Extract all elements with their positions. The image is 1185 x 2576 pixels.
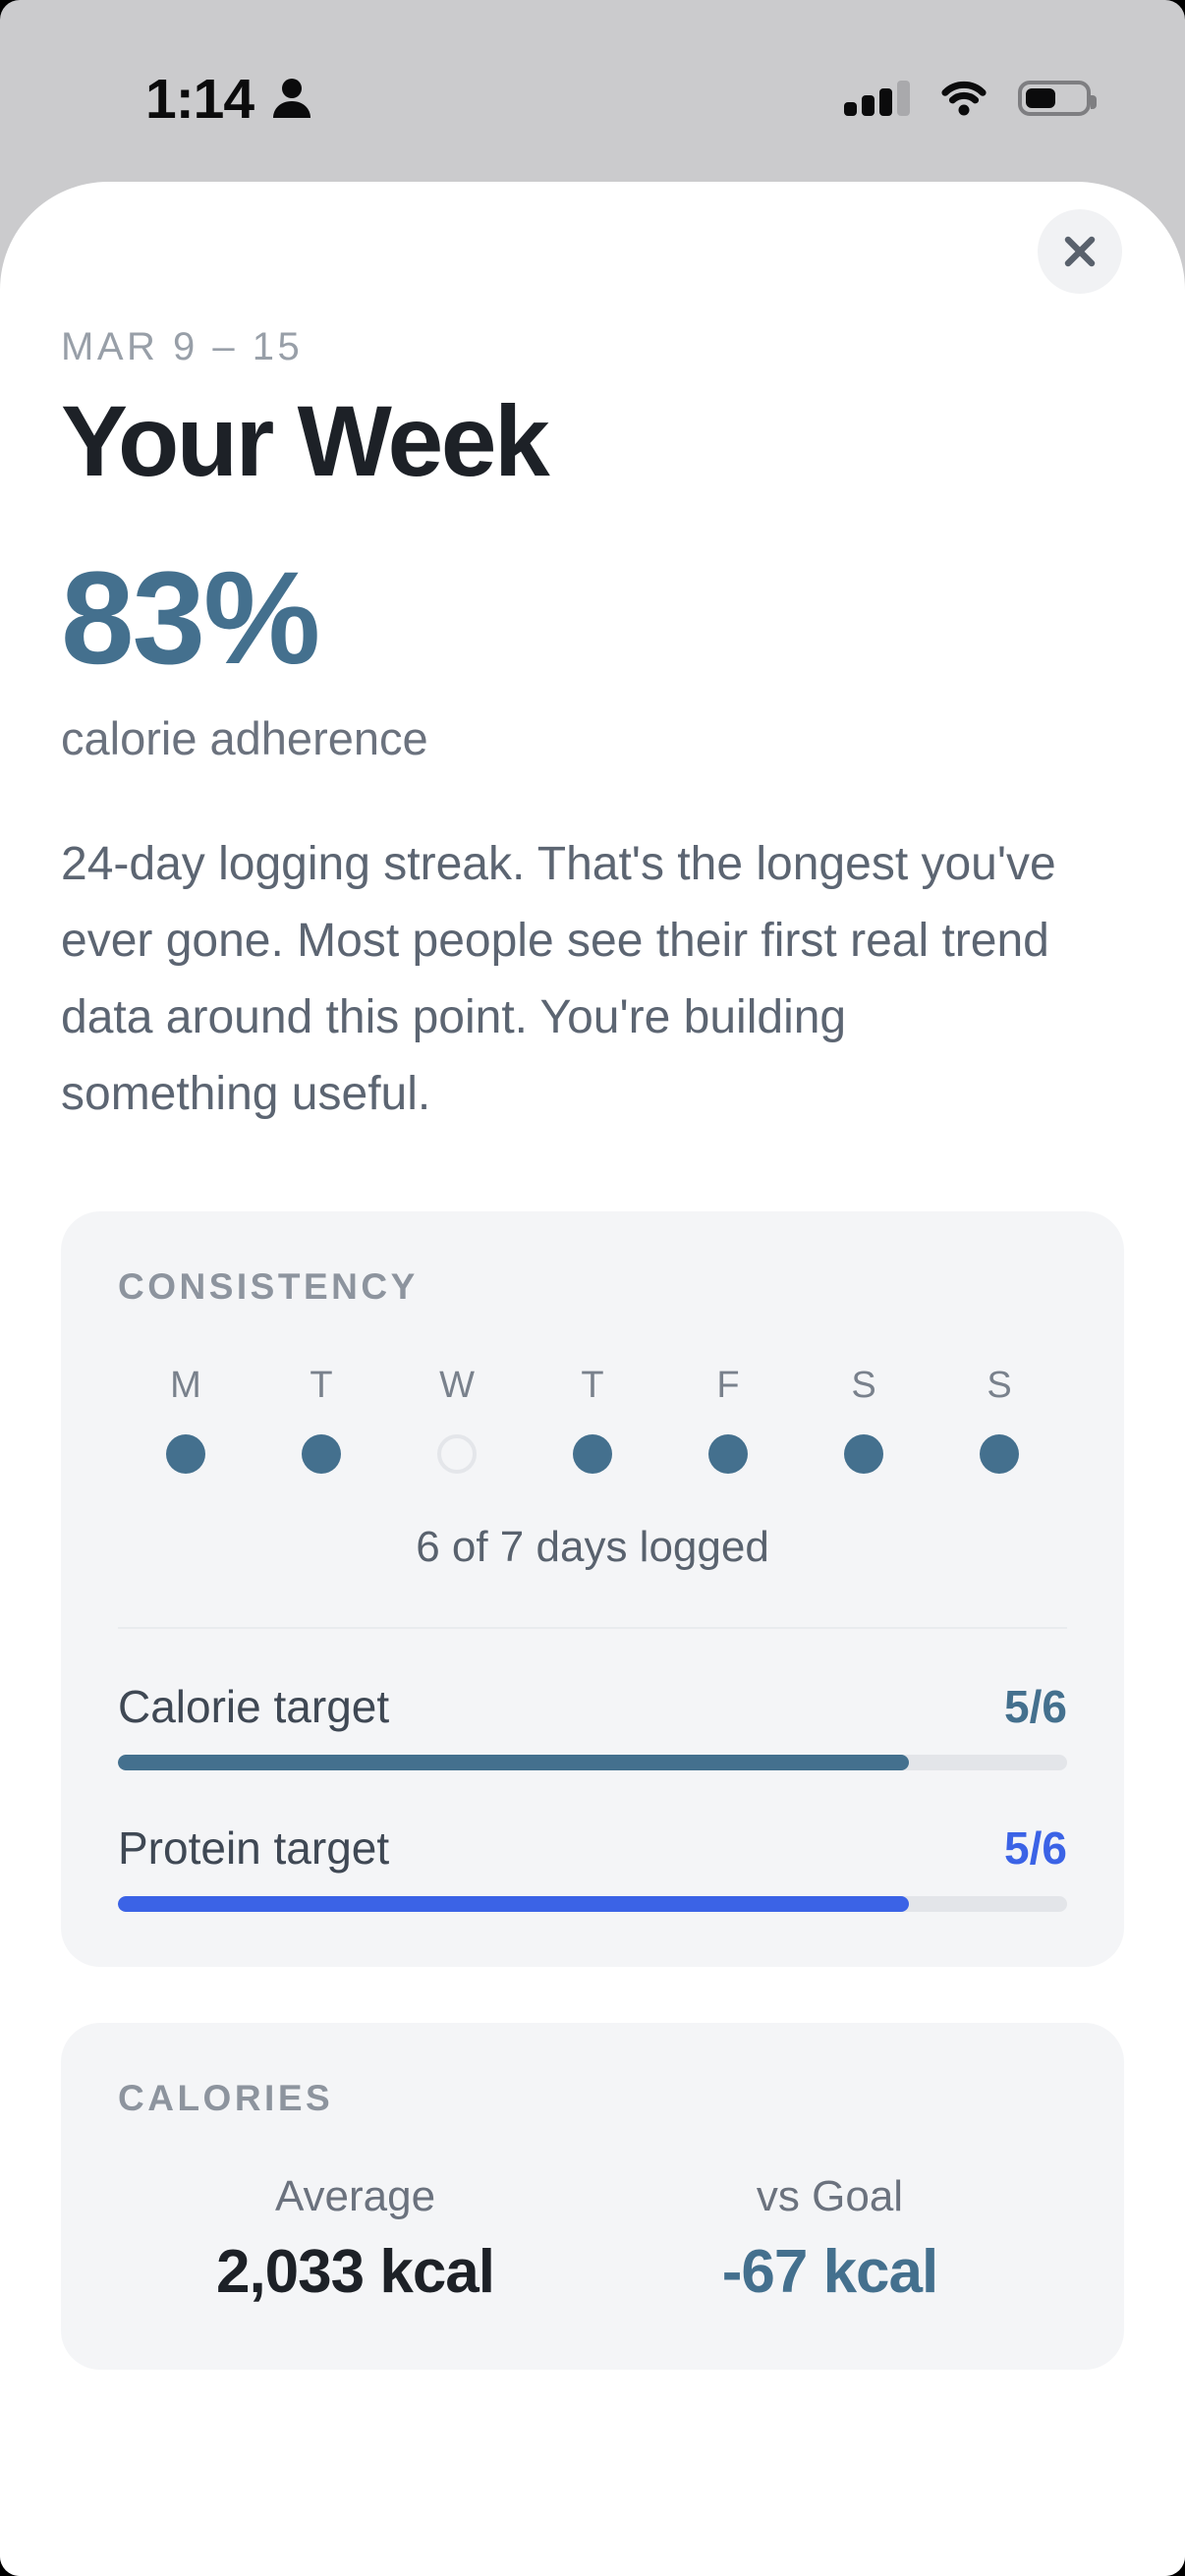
calories-section-label: CALORIES xyxy=(118,2077,334,2118)
target-label: Calorie target xyxy=(118,1680,390,1732)
day-letter: M xyxy=(170,1364,201,1406)
protein-progress-fill xyxy=(118,1895,909,1912)
target-value: 5/6 xyxy=(1004,1680,1067,1732)
status-bar: 1:14 xyxy=(0,0,1185,182)
stat-label: vs Goal xyxy=(756,2171,904,2220)
day-column: T xyxy=(538,1365,647,1474)
day-column: W xyxy=(403,1365,511,1474)
day-column: T xyxy=(267,1365,375,1474)
calorie-stats-row: Average 2,033 kcal vs Goal -67 kcal xyxy=(118,2172,1067,2307)
day-logged-dot xyxy=(980,1433,1019,1474)
consistency-card: CONSISTENCY M T W T xyxy=(61,1210,1124,1967)
calorie-progress-fill xyxy=(118,1754,909,1770)
sheet-content: MAR 9 – 15 Your Week 83% calorie adheren… xyxy=(0,182,1185,2370)
day-letter: S xyxy=(851,1364,876,1406)
day-letter: F xyxy=(716,1364,740,1406)
stat-value: 2,033 kcal xyxy=(215,2237,495,2306)
day-letter: W xyxy=(439,1364,475,1406)
day-logged-dot xyxy=(844,1433,883,1474)
day-letter: T xyxy=(310,1364,333,1406)
day-logged-dot xyxy=(437,1433,477,1474)
calorie-target-row: Calorie target 5/6 xyxy=(118,1680,1067,1770)
close-button[interactable] xyxy=(1038,209,1122,294)
average-stat: Average 2,033 kcal xyxy=(118,2172,592,2307)
battery-icon xyxy=(1018,81,1097,116)
protein-target-row: Protein target 5/6 xyxy=(118,1821,1067,1912)
calorie-progress-bar xyxy=(118,1754,1067,1770)
card-divider xyxy=(118,1626,1067,1629)
adherence-label: calorie adherence xyxy=(61,711,428,764)
day-logged-dot xyxy=(573,1433,612,1474)
day-logged-dot xyxy=(302,1433,341,1474)
streak-message: 24-day logging streak. That's the longes… xyxy=(61,837,1056,1120)
clock: 1:14 xyxy=(145,68,254,131)
day-logged-dot xyxy=(166,1433,205,1474)
day-letter: T xyxy=(581,1364,604,1406)
stat-value: -67 kcal xyxy=(721,2237,939,2306)
target-label: Protein target xyxy=(118,1821,390,1874)
battery-nub xyxy=(1091,95,1097,109)
adherence-percent: 83% xyxy=(61,545,320,693)
weekly-summary-sheet: MAR 9 – 15 Your Week 83% calorie adheren… xyxy=(0,182,1185,2576)
day-column: M xyxy=(132,1365,240,1474)
day-column: S xyxy=(810,1365,918,1474)
days-logged-summary: 6 of 7 days logged xyxy=(416,1522,769,1571)
protein-progress-bar xyxy=(118,1895,1067,1912)
day-column: F xyxy=(674,1365,782,1474)
date-range: MAR 9 – 15 xyxy=(61,325,304,368)
wifi-icon xyxy=(935,75,992,116)
day-logged-dot xyxy=(708,1433,748,1474)
vs-goal-stat: vs Goal -67 kcal xyxy=(592,2172,1067,2307)
week-days-row: M T W T F xyxy=(118,1365,1067,1474)
day-letter: S xyxy=(987,1364,1012,1406)
close-icon xyxy=(1062,234,1098,269)
status-bar-right xyxy=(844,75,1097,116)
day-column: S xyxy=(945,1365,1053,1474)
consistency-section-label: CONSISTENCY xyxy=(118,1265,419,1307)
stat-label: Average xyxy=(274,2171,436,2220)
page-title: Your Week xyxy=(61,385,550,497)
person-icon xyxy=(269,77,314,122)
battery-fill xyxy=(1026,88,1055,108)
status-bar-left: 1:14 xyxy=(145,67,314,132)
target-value: 5/6 xyxy=(1004,1821,1067,1874)
cellular-signal-icon xyxy=(844,81,910,116)
calories-card: CALORIES Average 2,033 kcal vs Goal -67 … xyxy=(61,2022,1124,2370)
